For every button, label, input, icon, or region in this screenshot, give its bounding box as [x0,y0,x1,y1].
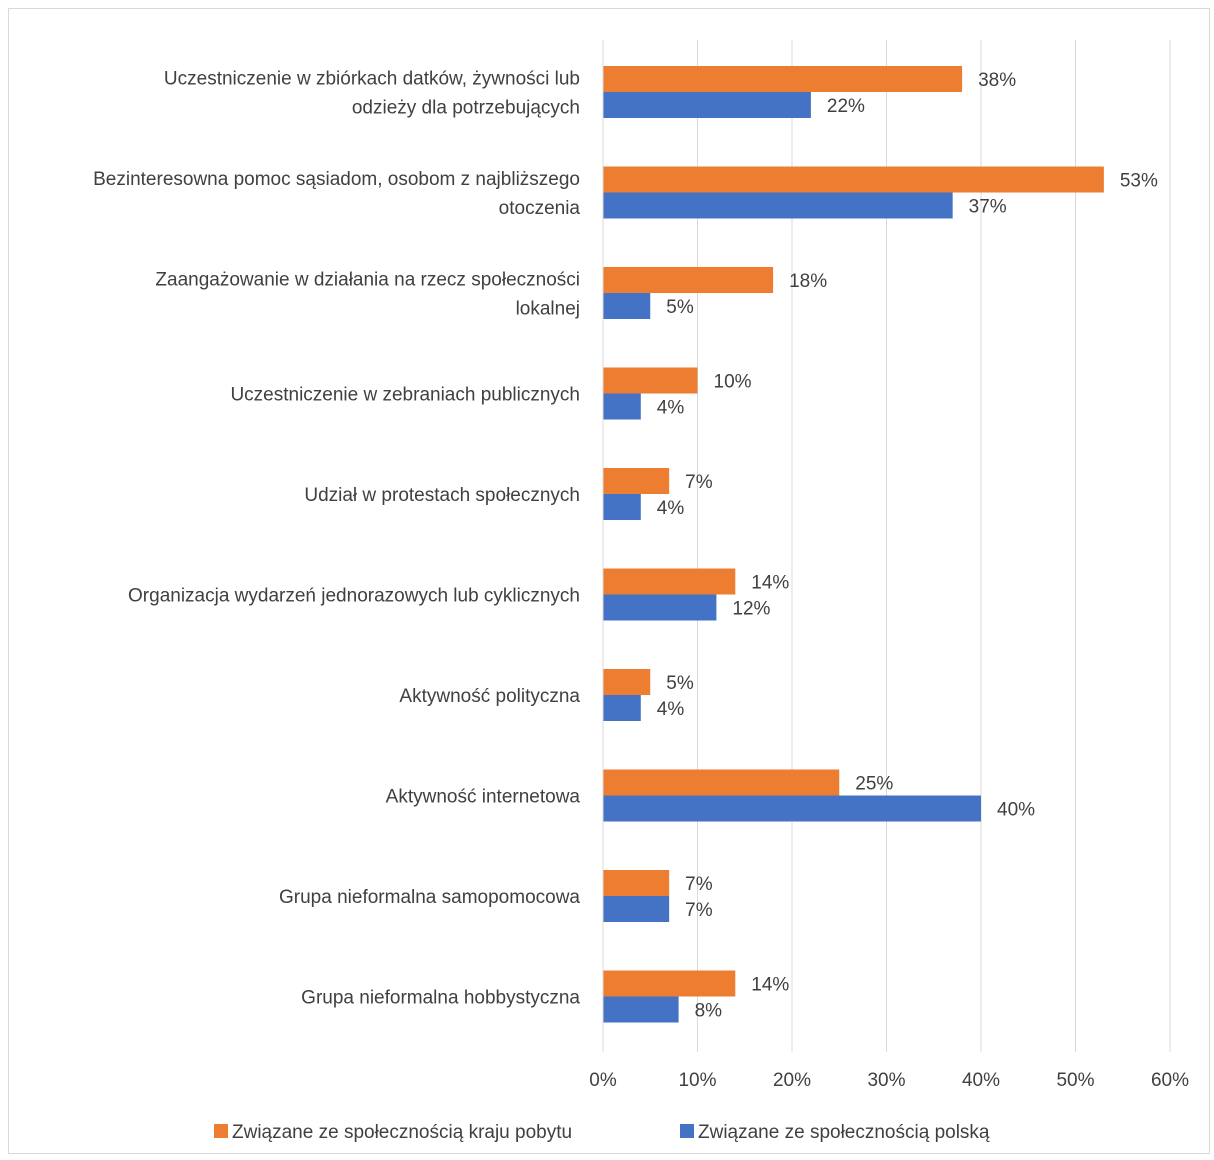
x-tick-label: 10% [678,1070,716,1091]
data-label: 53% [1120,171,1158,192]
legend-label: Związane ze społecznością kraju pobytu [232,1122,572,1143]
bar [603,970,736,997]
bar [603,468,670,494]
bar [603,293,651,319]
category-label: Bezinteresowna pomoc sąsiadom, osobom z … [93,169,580,190]
category-label: otoczenia [499,198,581,219]
category-label: Uczestniczenie w zbiórkach datków, żywno… [164,69,580,90]
data-label: 5% [666,297,694,318]
data-label: 14% [751,573,789,594]
data-label: 4% [657,398,685,419]
x-tick-label: 30% [867,1070,905,1091]
bar [603,795,981,822]
category-label: Udział w protestach społecznych [304,485,580,506]
data-label: 37% [969,197,1007,218]
category-label: Aktywność polityczna [399,686,580,707]
x-tick-label: 50% [1056,1070,1094,1091]
legend-swatch [214,1124,228,1138]
bar [603,769,840,796]
data-label: 18% [789,271,827,292]
x-tick-label: 0% [589,1070,617,1091]
bar [603,594,717,621]
bar [603,92,811,118]
data-label: 22% [827,96,865,117]
category-label: Organizacja wydarzeń jednorazowych lub c… [128,586,580,607]
data-label: 4% [657,699,685,720]
bar [603,166,1104,193]
bar [603,870,670,896]
category-label: Grupa nieformalna hobbystyczna [301,988,580,1009]
data-label: 8% [695,1001,723,1022]
bar [603,996,679,1023]
data-label: 10% [714,372,752,393]
data-label: 7% [685,874,713,895]
bar [603,494,641,520]
data-label: 38% [978,70,1016,91]
bar [603,669,651,695]
data-label: 25% [855,774,893,795]
bar [603,267,774,293]
data-label: 40% [997,800,1035,821]
data-label: 7% [685,472,713,493]
category-label: Grupa nieformalna samopomocowa [279,887,580,908]
x-tick-label: 60% [1151,1070,1189,1091]
bar [603,568,736,595]
data-label: 14% [751,975,789,996]
data-label: 4% [657,498,685,519]
category-label: Zaangażowanie w działania na rzecz społe… [155,270,580,291]
bar [603,66,963,92]
legend-swatch [680,1124,694,1138]
bar [603,192,953,219]
legend-label: Związane ze społecznością polską [698,1122,990,1143]
bar [603,367,698,394]
data-label: 5% [666,673,694,694]
data-label: 7% [685,900,713,921]
bar [603,393,641,420]
x-tick-label: 20% [773,1070,811,1091]
bar [603,695,641,721]
data-label: 12% [732,599,770,620]
x-tick-label: 40% [962,1070,1000,1091]
bar [603,896,670,922]
category-label: Uczestniczenie w zebraniach publicznych [230,385,580,406]
category-label: odzieży dla potrzebujących [352,98,580,119]
category-label: Aktywność internetowa [386,787,581,808]
category-label: lokalnej [516,299,580,320]
